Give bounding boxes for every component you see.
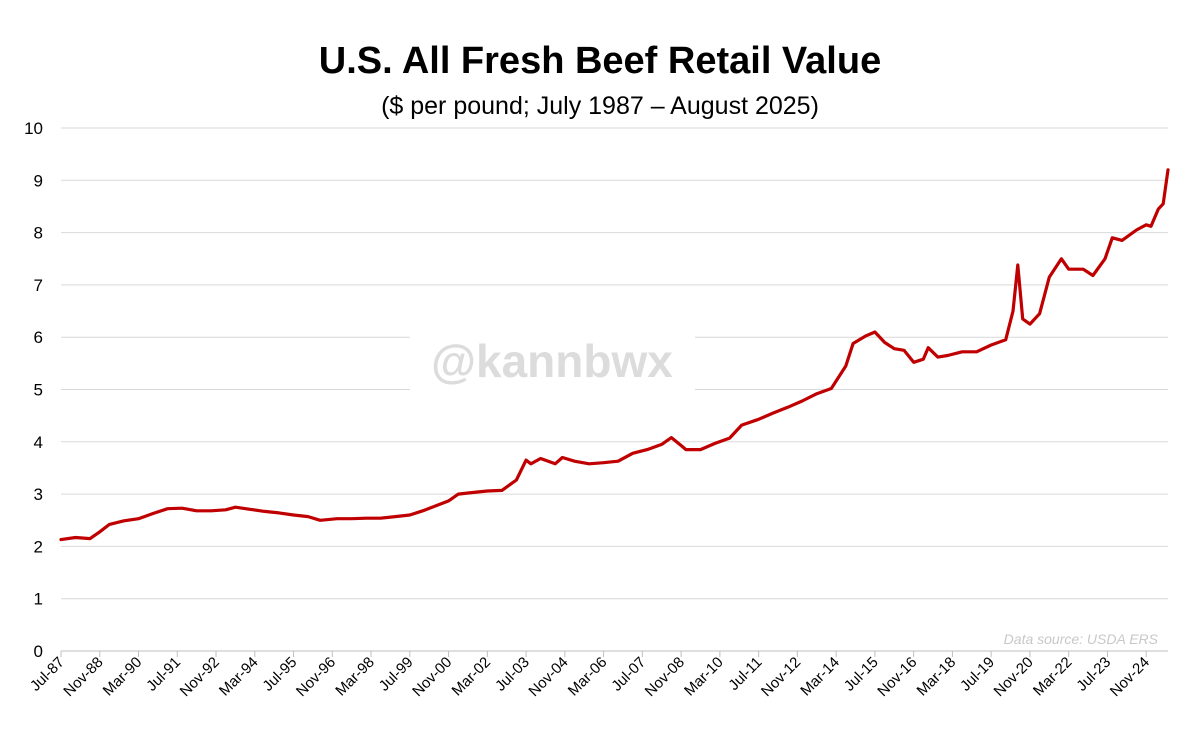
x-axis: Jul-87Nov-88Mar-90Jul-91Nov-92Mar-94Jul-… bbox=[27, 650, 1168, 700]
y-tick-label: 3 bbox=[34, 485, 43, 504]
x-tick-label: Nov-96 bbox=[293, 654, 339, 700]
x-tick-label: Nov-24 bbox=[1107, 654, 1153, 700]
y-tick-label: 1 bbox=[34, 590, 43, 609]
x-tick-label: Mar-10 bbox=[681, 654, 727, 700]
y-tick-label: 4 bbox=[34, 433, 43, 452]
x-tick-label: Nov-16 bbox=[874, 654, 920, 700]
y-axis-ticks: 0 1 2 3 4 5 6 7 8 9 10 bbox=[24, 119, 43, 661]
x-tick-label: Mar-94 bbox=[216, 654, 262, 700]
gridlines bbox=[61, 127, 1168, 600]
x-tick-label: Mar-98 bbox=[332, 654, 378, 700]
x-tick-label: Mar-18 bbox=[914, 654, 960, 700]
x-tick-label: Mar-02 bbox=[449, 654, 495, 700]
watermark-text: @kannbwx bbox=[431, 335, 673, 387]
y-tick-label: 6 bbox=[34, 328, 43, 347]
x-tick-label: Mar-22 bbox=[1030, 654, 1076, 700]
x-tick-label: Mar-06 bbox=[565, 654, 611, 700]
y-tick-label: 2 bbox=[34, 537, 43, 556]
x-tick-label: Nov-12 bbox=[758, 654, 804, 700]
series-line bbox=[59, 168, 1170, 542]
y-tick-label: 7 bbox=[34, 276, 43, 295]
x-tick-label: Nov-88 bbox=[60, 654, 106, 700]
series-group bbox=[59, 168, 1170, 542]
chart-title: U.S. All Fresh Beef Retail Value bbox=[318, 40, 882, 82]
x-tick-label: Nov-04 bbox=[525, 654, 571, 700]
y-tick-label: 8 bbox=[34, 224, 43, 243]
x-tick-label: Mar-14 bbox=[797, 654, 843, 700]
y-tick-label: 10 bbox=[24, 119, 43, 138]
chart-subtitle: ($ per pound; July 1987 – August 2025) bbox=[381, 92, 819, 120]
source-note: Data source: USDA ERS bbox=[1004, 631, 1159, 647]
y-tick-label: 0 bbox=[34, 642, 43, 661]
x-tick-label: Nov-92 bbox=[177, 654, 223, 700]
x-tick-label: Nov-20 bbox=[991, 654, 1037, 700]
y-tick-label: 9 bbox=[34, 171, 43, 190]
x-tick-label: Mar-90 bbox=[100, 654, 146, 700]
watermark-background bbox=[410, 330, 695, 390]
x-tick-label: Nov-00 bbox=[409, 654, 455, 700]
x-tick-label: Nov-08 bbox=[642, 654, 688, 700]
watermark: @kannbwx bbox=[410, 330, 695, 390]
y-tick-label: 5 bbox=[34, 381, 43, 400]
